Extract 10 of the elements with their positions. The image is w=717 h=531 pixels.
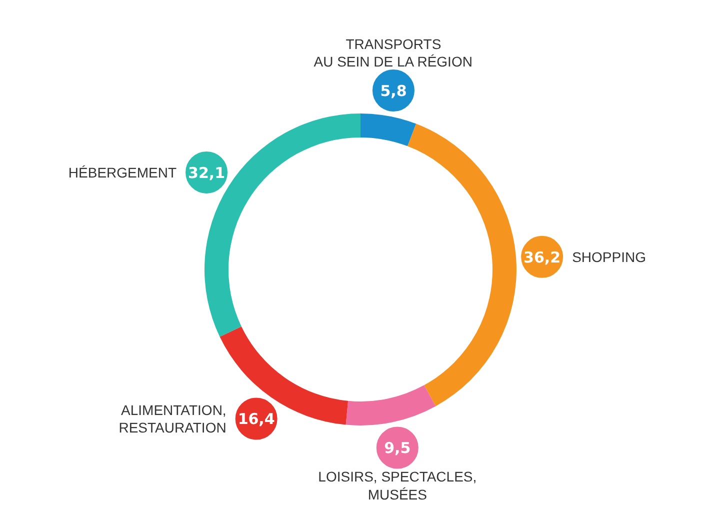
slice-label: ALIMENTATION, RESTAURATION	[118, 402, 226, 436]
slice-label: TRANSPORTS AU SEIN DE LA RÉGION	[314, 36, 472, 70]
data-label: 16,4	[238, 410, 275, 428]
data-label: 36,2	[524, 248, 561, 266]
data-label: 9,5	[384, 439, 411, 458]
slice-label: HÉBERGEMENT	[68, 164, 177, 180]
data-label: 5,8	[380, 82, 407, 100]
slice-label: SHOPPING	[572, 248, 646, 265]
data-label: 32,1	[188, 164, 226, 182]
slice-label: LOISIRS, SPECTACLES, MUSÉES	[318, 468, 477, 502]
